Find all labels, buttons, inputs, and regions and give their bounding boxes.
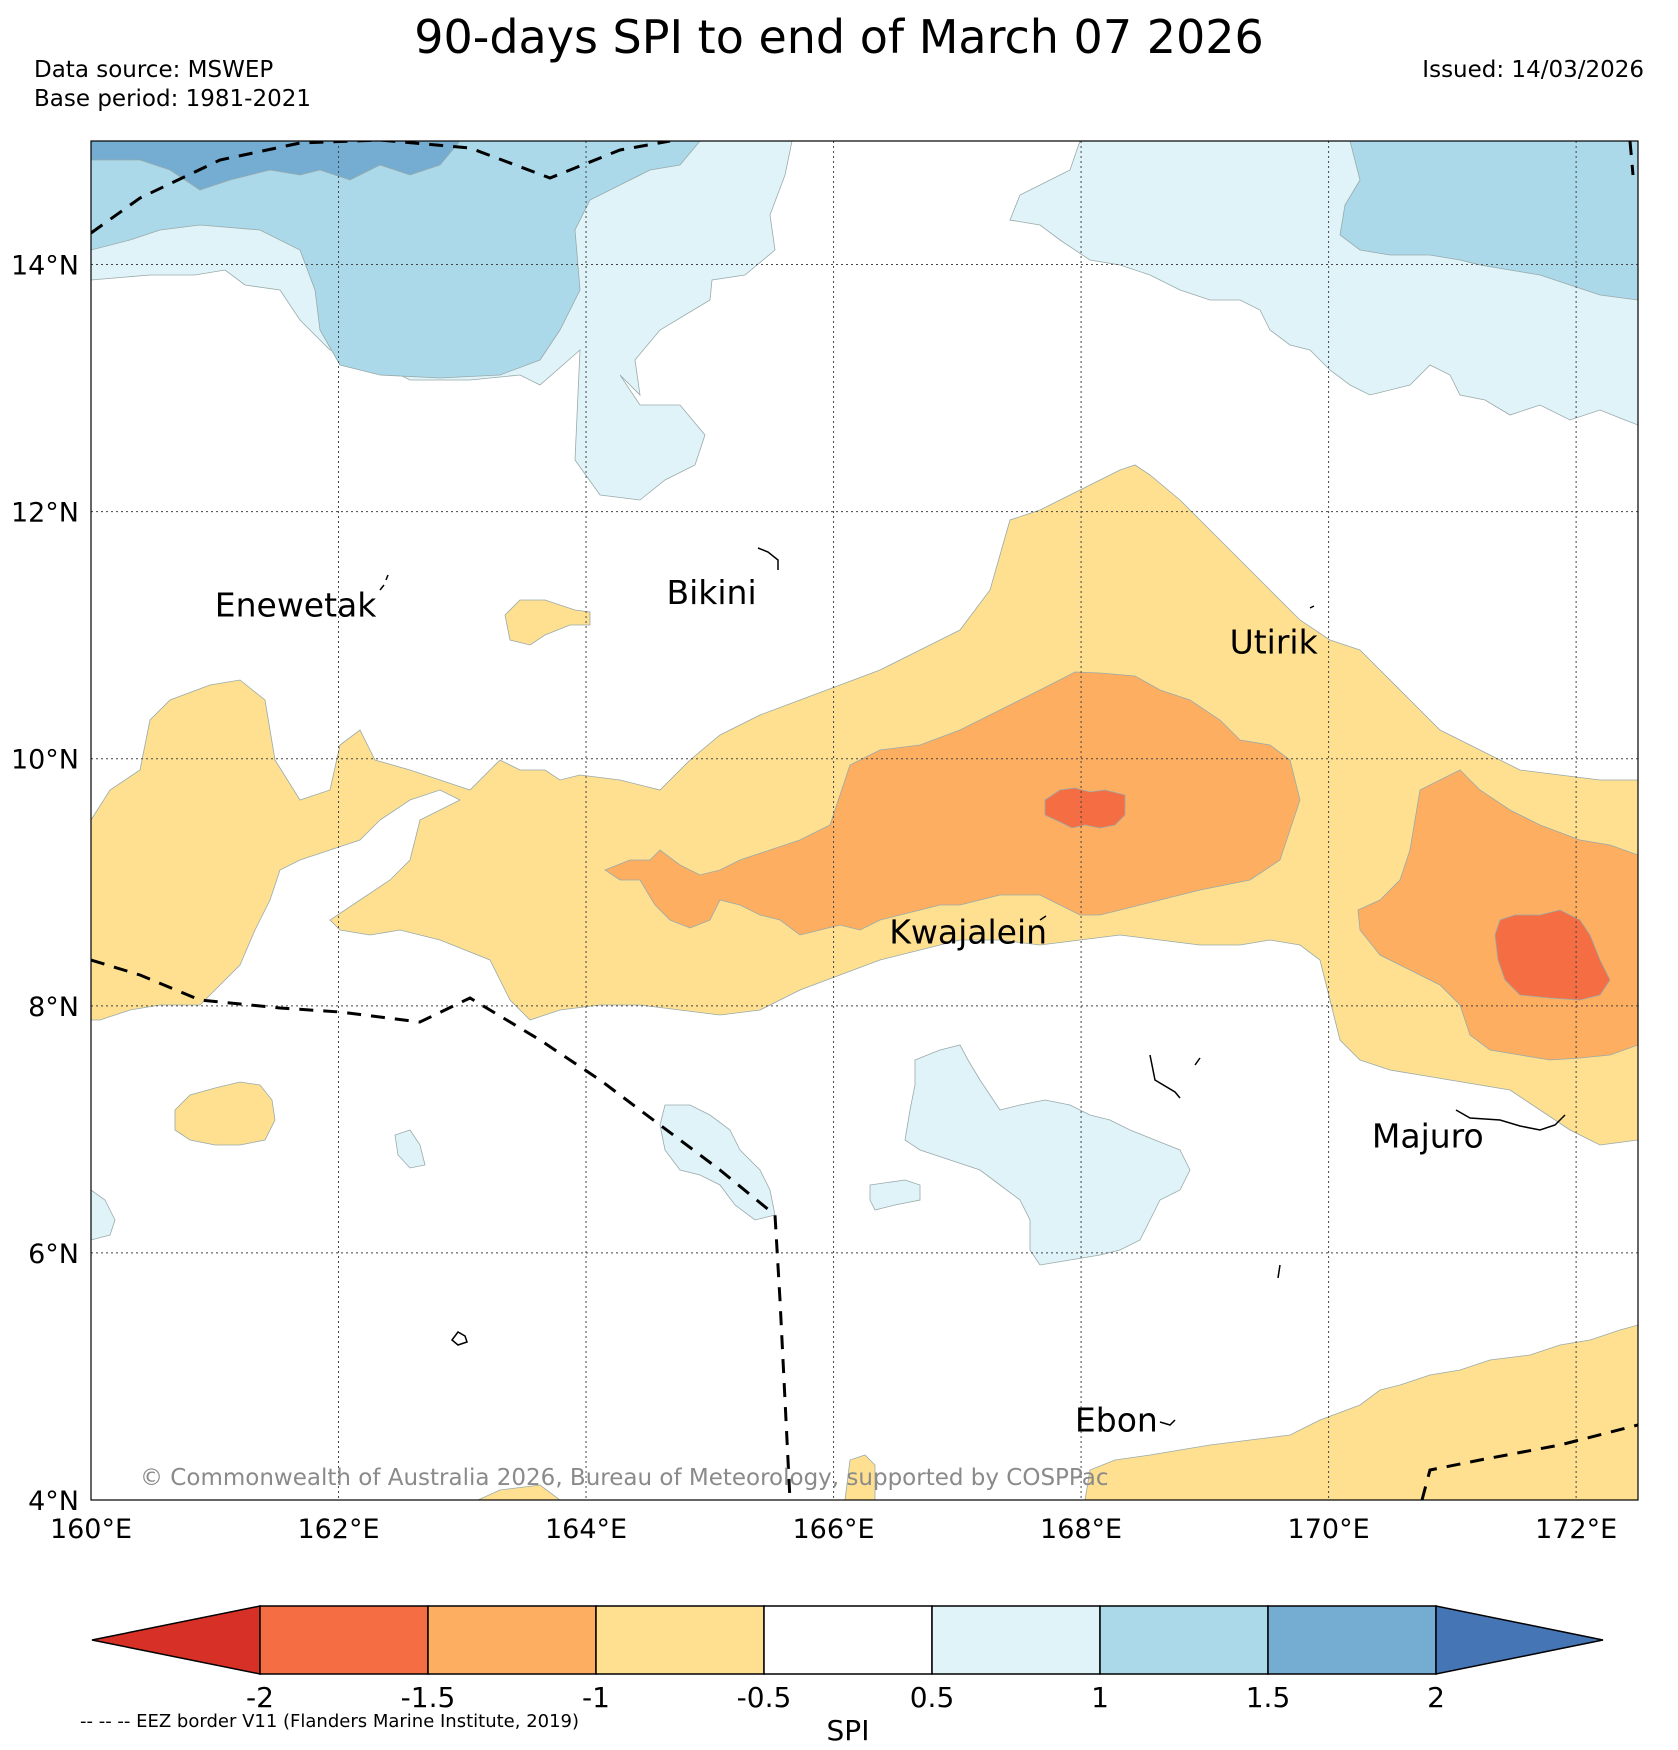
atoll-majuro	[1455, 1109, 1566, 1131]
colorbar-tick-label: 1	[1091, 1681, 1109, 1714]
lon-tick-label: 160°E	[50, 1514, 132, 1545]
colorbar-segments	[91, 1605, 1604, 1675]
lat-tick-label: 8°N	[28, 992, 79, 1023]
place-label-enewetak: Enewetak	[215, 585, 378, 624]
colorbar-tick-label: 1.5	[1246, 1681, 1291, 1714]
atoll-utirik	[1309, 605, 1315, 609]
lat-tick-label: 12°N	[11, 498, 79, 529]
lat-tick-label: 4°N	[28, 1486, 79, 1517]
dry-patch-southwest	[174, 1081, 276, 1146]
place-labels: Enewetak Bikini Utirik Kwajalein Majuro Ebon	[215, 573, 1484, 1440]
longitude-ticks: 160°E 162°E 164°E 166°E 168°E 170°E 172°E	[50, 1514, 1617, 1545]
islet-east-3	[1277, 1264, 1281, 1279]
colorbar-extend-low	[91, 1605, 261, 1675]
lon-tick-label: 170°E	[1288, 1514, 1370, 1545]
colorbar-segment	[1267, 1605, 1437, 1675]
colorbar-tick-label: 2	[1427, 1681, 1445, 1714]
place-label-bikini: Bikini	[666, 573, 756, 612]
colorbar-extend-high	[1435, 1605, 1604, 1675]
place-label-kwajalein: Kwajalein	[889, 913, 1047, 952]
wet-region-central-south	[904, 1044, 1191, 1266]
lon-tick-label: 164°E	[545, 1514, 627, 1545]
spi-fields	[91, 141, 1638, 1500]
dry-region-severe-east	[1494, 909, 1611, 1001]
colorbar-tick-label: -0.5	[737, 1681, 792, 1714]
lat-tick-label: 10°N	[11, 745, 79, 776]
islet-east-1	[1149, 1054, 1181, 1099]
place-label-utirik: Utirik	[1230, 622, 1319, 661]
eez-border-northeast	[1628, 141, 1635, 176]
wet-region-west-edge	[91, 1189, 116, 1241]
lon-tick-label: 172°E	[1535, 1514, 1617, 1545]
spi-colorbar: -2 -1.5 -1 -0.5 0.5 1 1.5 2 SPI	[91, 1605, 1604, 1747]
colorbar-label: SPI	[827, 1714, 870, 1747]
dry-patch-south-small	[844, 1454, 876, 1500]
colorbar-segment	[763, 1605, 933, 1675]
colorbar-tick-label: -2	[246, 1681, 274, 1714]
colorbar-tick-label: 0.5	[910, 1681, 955, 1714]
data-source: Data source: MSWEP	[34, 57, 274, 83]
map-title: 90-days SPI to end of March 07 2026	[414, 10, 1264, 64]
coastlines	[379, 547, 1566, 1426]
eez-border-north	[91, 141, 671, 235]
copyright-notice: © Commonwealth of Australia 2026, Bureau…	[140, 1465, 1109, 1491]
colorbar-tick-label: -1.5	[401, 1681, 456, 1714]
wet-region-northeast-moderate	[1339, 141, 1638, 301]
lat-tick-label: 6°N	[28, 1239, 79, 1270]
colorbar-tick-label: -1	[582, 1681, 610, 1714]
dry-patch-bikini	[504, 599, 591, 646]
wet-region-northwest-moderate	[91, 141, 701, 379]
eez-border-southeast	[1420, 1423, 1638, 1500]
place-label-majuro: Majuro	[1372, 1117, 1484, 1156]
atoll-kwajalein	[1039, 915, 1047, 921]
dry-region-moderate	[604, 671, 1301, 936]
colorbar-ticks: -2 -1.5 -1 -0.5 0.5 1 1.5 2	[246, 1681, 1445, 1714]
wet-region-south-small-3	[394, 1129, 426, 1169]
islet-east-2	[1194, 1057, 1201, 1066]
colorbar-segment	[259, 1605, 429, 1675]
islet-south	[450, 1331, 468, 1346]
base-period: Base period: 1981-2021	[34, 86, 312, 112]
eez-borders	[91, 141, 1638, 1500]
place-label-ebon: Ebon	[1075, 1401, 1158, 1440]
metadata-left: Data source: MSWEP Base period: 1981-202…	[34, 56, 311, 114]
dry-region-severe-kwajalein	[1044, 787, 1126, 829]
atoll-ebon	[1159, 1419, 1176, 1426]
atoll-bikini	[757, 547, 779, 570]
latitude-ticks: 14°N 12°N 10°N 8°N 6°N 4°N	[11, 251, 79, 1517]
spi-map: 160°E 162°E 164°E 166°E 168°E 170°E 172°E 14°N…	[11, 140, 1639, 1545]
colorbar-segment	[931, 1605, 1101, 1675]
colorbar-segment	[427, 1605, 597, 1675]
colorbar-segment	[595, 1605, 765, 1675]
eez-footnote: -- -- -- EEZ border V11 (Flanders Marine…	[80, 1711, 580, 1732]
eez-border-west	[91, 958, 792, 1500]
graticule	[91, 141, 1638, 1500]
atoll-enewetak	[379, 574, 389, 591]
issued-date: Issued: 14/03/2026	[1422, 57, 1644, 83]
lat-tick-label: 14°N	[11, 251, 79, 282]
lon-tick-label: 168°E	[1040, 1514, 1122, 1545]
lon-tick-label: 162°E	[297, 1514, 379, 1545]
dry-patch-south-central	[477, 1484, 561, 1500]
wet-region-south-small-2	[869, 1179, 921, 1211]
lon-tick-label: 166°E	[793, 1514, 875, 1545]
colorbar-segment	[1099, 1605, 1269, 1675]
map-frame	[90, 140, 1639, 1501]
